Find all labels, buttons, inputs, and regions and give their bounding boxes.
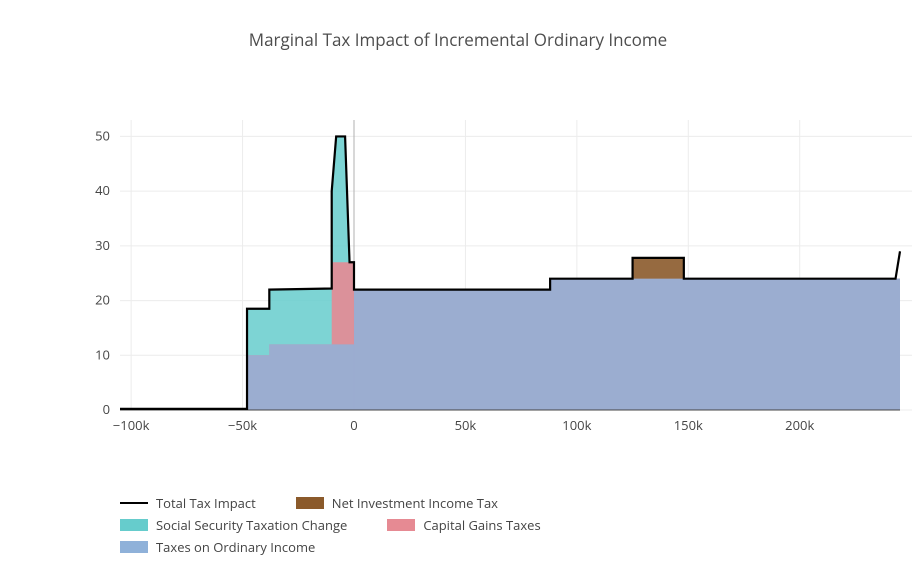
legend-swatch: [387, 519, 415, 531]
y-tick-label: 0: [103, 400, 110, 418]
legend-swatch: [296, 497, 324, 509]
legend-row: Taxes on Ordinary Income: [120, 536, 541, 558]
legend-item-niit: Net Investment Income Tax: [296, 492, 498, 514]
plot-area: 01020304050−100k−50k050k100k150k200k: [80, 110, 860, 400]
y-tick-label: 10: [95, 345, 110, 363]
legend-label: Net Investment Income Tax: [332, 494, 498, 512]
legend-row: Social Security Taxation Change Capital G…: [120, 514, 541, 536]
x-tick-label: −50k: [228, 416, 257, 434]
y-tick-label: 30: [95, 236, 110, 254]
y-tick-label: 50: [95, 126, 110, 144]
legend-label: Capital Gains Taxes: [423, 516, 540, 534]
legend-item-total: Total Tax Impact: [120, 492, 256, 514]
legend-swatch: [120, 541, 148, 553]
legend-row: Total Tax Impact Net Investment Income Ta…: [120, 492, 541, 514]
legend-item-ordinary: Taxes on Ordinary Income: [120, 536, 315, 558]
chart-title: Marginal Tax Impact of Incremental Ordin…: [0, 28, 916, 51]
legend-label: Total Tax Impact: [156, 494, 256, 512]
chart-svg: 0 10 20 30 40 50 −100k −50k 0 50k 100k 150k 200k: [80, 110, 916, 440]
x-tick-label: 100k: [562, 416, 591, 434]
y-tick-label: 20: [95, 291, 110, 309]
y-tick-label: 40: [95, 181, 110, 199]
legend-swatch: [120, 519, 148, 531]
area-niit: [633, 258, 684, 279]
legend-item-ss: Social Security Taxation Change: [120, 514, 347, 536]
legend-item-cg: Capital Gains Taxes: [387, 514, 540, 536]
legend-swatch: [120, 502, 148, 504]
legend: Total Tax Impact Net Investment Income Ta…: [120, 492, 541, 558]
x-tick-label: 150k: [674, 416, 703, 434]
x-tick-label: −100k: [113, 416, 150, 434]
x-tick-label: 200k: [785, 416, 814, 434]
x-tick-label: 0: [350, 416, 357, 434]
chart-container: Marginal Tax Impact of Incremental Ordin…: [0, 0, 916, 588]
legend-label: Taxes on Ordinary Income: [156, 538, 315, 556]
x-tick-label: 50k: [455, 416, 477, 434]
legend-label: Social Security Taxation Change: [156, 516, 347, 534]
